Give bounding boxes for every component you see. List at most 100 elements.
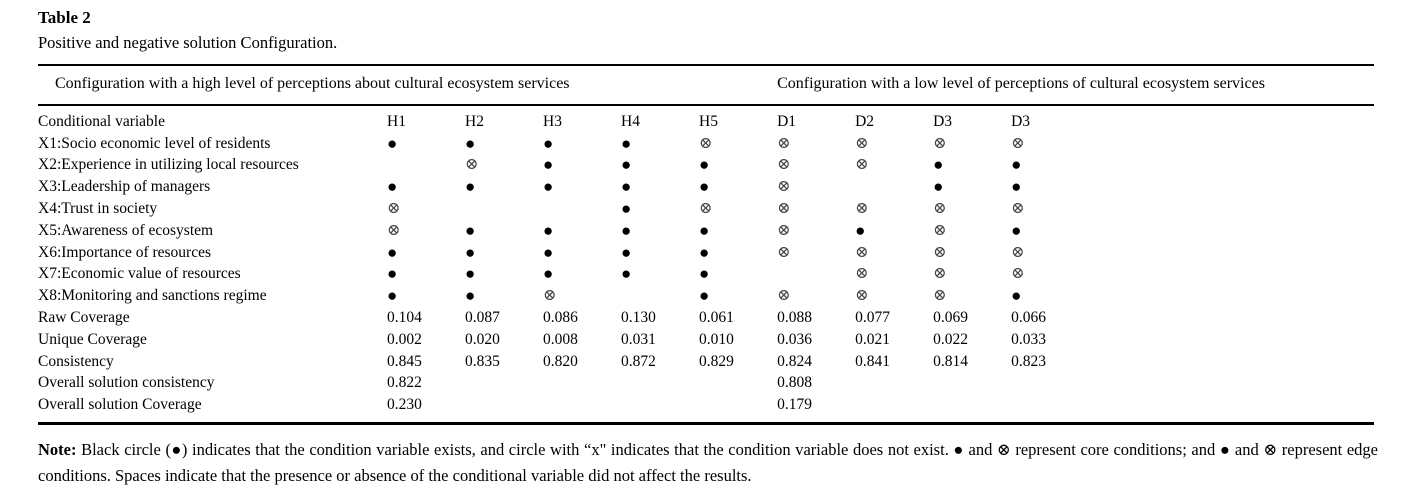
value-cell [543,394,621,423]
value-cell [1011,372,1089,394]
filler-cell [1089,220,1374,242]
value-cell: 0.814 [933,352,968,370]
condition-present-cell: ● [699,177,710,197]
condition-present-cell: ● [933,155,944,175]
value-cell: 0.130 [621,308,656,326]
value-cell [699,372,777,394]
condition-present-cell: ● [699,155,710,175]
value-cell: 0.002 [387,330,422,348]
value-cell [777,263,855,285]
condition-absent-cell: ⊗ [855,156,869,174]
row-label: X3:Leadership of managers [38,178,211,196]
filler-cell [1089,329,1374,351]
condition-absent-cell: ⊗ [777,134,791,152]
condition-present-cell: ● [387,133,398,153]
condition-present-cell: ● [621,198,632,218]
table-row: X3:Leadership of managers ● ● ● ● ● ⊗ ● ● [38,176,1374,198]
value-cell [855,394,933,423]
condition-present-cell: ● [621,242,632,262]
condition-present-cell: ● [855,220,866,240]
table-row: X6:Importance of resources ● ● ● ● ● ⊗ ⊗ ⊗ ⊗ [38,242,1374,264]
value-cell: 0.841 [855,352,890,370]
value-cell: 0.021 [855,330,890,348]
filler-cell [1089,133,1374,155]
filler-cell [1089,394,1374,423]
condition-absent-cell: ⊗ [933,265,947,283]
value-cell: 0.822 [387,374,422,392]
table-row: X8:Monitoring and sanctions regime ● ● ⊗ ● ⊗ ⊗… [38,285,1374,307]
condition-present-cell: ● [543,177,554,197]
condition-present-cell: ● [699,220,710,240]
condition-absent-cell: ⊗ [777,199,791,217]
value-cell: 0.010 [699,330,734,348]
table-row: X1:Socio economic level of residents ● ● ● ●… [38,133,1374,155]
column-header: D2 [855,112,875,130]
value-cell: 0.808 [777,374,812,392]
table-caption: Positive and negative solution Configura… [38,33,338,52]
condition-present-cell: ● [621,264,632,284]
column-header: H4 [621,112,640,130]
condition-absent-cell: ⊗ [465,156,479,174]
condition-absent-cell: ⊗ [855,199,869,217]
condition-present-cell: ● [543,220,554,240]
value-cell [855,372,933,394]
condition-absent-cell: ⊗ [777,243,791,261]
row-label: Raw Coverage [38,308,130,326]
row-label: Consistency [38,352,114,370]
value-cell [465,198,543,220]
note-text: Black circle (●) indicates that the cond… [38,439,1378,485]
condition-absent-cell: ⊗ [933,287,947,305]
condition-present-cell: ● [699,264,710,284]
condition-absent-cell: ⊗ [1011,243,1025,261]
condition-present-cell: ● [387,242,398,262]
value-cell: 0.086 [543,308,578,326]
filler-cell [1089,198,1374,220]
table-body: X1:Socio economic level of residents ● ● ● ●… [38,133,1374,424]
note-prefix: Note: [38,439,77,459]
value-cell [933,372,1011,394]
value-cell: 0.829 [699,352,734,370]
value-cell: 0.104 [387,308,422,326]
condition-absent-cell: ⊗ [699,199,713,217]
value-cell [933,394,1011,423]
condition-present-cell: ● [465,264,476,284]
condition-present-cell: ● [699,242,710,262]
filler-cell [1089,242,1374,264]
configuration-table: Configuration with a high level of perce… [38,64,1374,425]
column-header-row: Conditional variable H1 H2 H3 H4 H5 D1 D2 D3 D3 [38,105,1374,133]
condition-present-cell: ● [543,155,554,175]
condition-present-cell: ● [621,133,632,153]
condition-present-cell: ● [621,177,632,197]
condition-absent-cell: ⊗ [387,199,401,217]
value-cell: 0.835 [465,352,500,370]
value-cell: 0.824 [777,352,812,370]
column-header: H5 [699,112,718,130]
condition-present-cell: ● [465,242,476,262]
value-cell: 0.077 [855,308,890,326]
value-cell: 0.872 [621,352,656,370]
table-row: Consistency 0.845 0.835 0.820 0.872 0.829 0.82… [38,351,1374,373]
row-label: Unique Coverage [38,330,147,348]
row-label: X2:Experience in utilizing local resourc… [38,156,299,174]
condition-present-cell: ● [387,264,398,284]
condition-present-cell: ● [621,220,632,240]
condition-present-cell: ● [933,177,944,197]
row-label: X8:Monitoring and sanctions regime [38,287,267,305]
value-cell [465,372,543,394]
condition-absent-cell: ⊗ [777,156,791,174]
value-cell [699,394,777,423]
condition-present-cell: ● [1011,286,1022,306]
condition-absent-cell: ⊗ [1011,134,1025,152]
row-label: X1:Socio economic level of residents [38,134,271,152]
column-header: H3 [543,112,562,130]
group-header-row: Configuration with a high level of perce… [38,65,1374,106]
value-cell: 0.845 [387,352,422,370]
condition-absent-cell: ⊗ [855,134,869,152]
condition-absent-cell: ⊗ [1011,265,1025,283]
value-cell [1011,394,1089,423]
column-header: H2 [465,112,484,130]
row-label: X7:Economic value of resources [38,265,241,283]
value-cell: 0.031 [621,330,656,348]
filler-cell [1089,307,1374,329]
